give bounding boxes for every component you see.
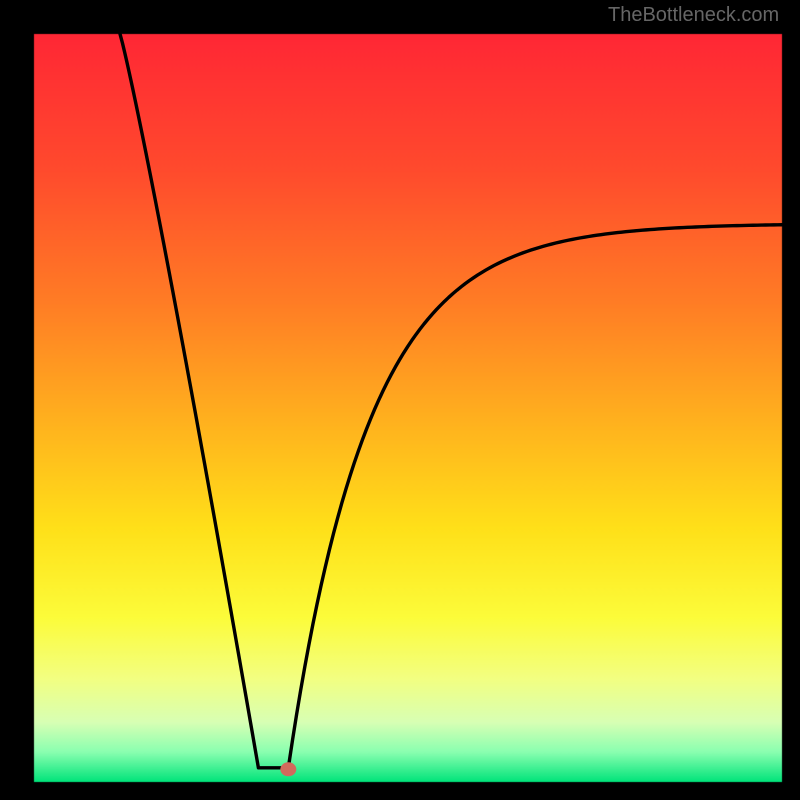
min-point-marker <box>280 762 296 776</box>
chart-stage: TheBottleneck.com <box>0 0 800 800</box>
bottleneck-curve <box>120 34 782 768</box>
watermark-text: TheBottleneck.com <box>608 4 779 27</box>
curve-overlay <box>0 0 800 800</box>
